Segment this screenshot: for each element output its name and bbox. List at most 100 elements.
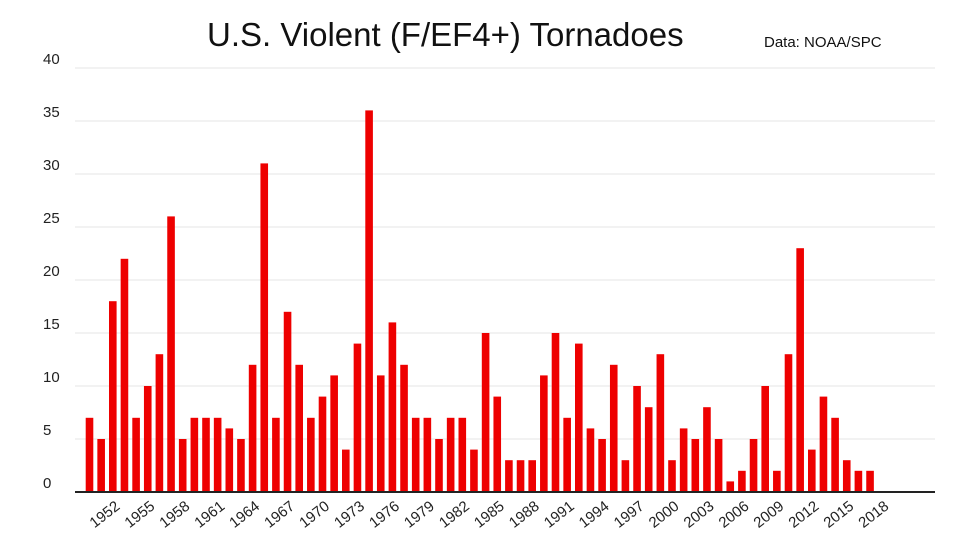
bar-1959 — [190, 417, 199, 492]
x-tick-label: 1967 — [261, 498, 298, 532]
x-tick-label: 1952 — [86, 498, 123, 532]
bar-1994 — [598, 439, 606, 492]
bar-1988 — [528, 460, 536, 492]
bar-2013 — [819, 396, 828, 492]
bar-2004 — [714, 439, 723, 492]
x-tick-label: 1961 — [191, 498, 228, 532]
x-tick-label: 1994 — [576, 498, 613, 532]
bar-1951 — [97, 439, 105, 492]
bar-1980 — [435, 439, 443, 492]
y-tick-label: 20 — [43, 263, 60, 280]
y-tick-label: 35 — [43, 104, 60, 121]
bar-1957 — [167, 216, 175, 492]
bar-1954 — [132, 417, 140, 492]
bar-1966 — [272, 417, 280, 492]
bar-1962 — [225, 428, 234, 492]
bar-1983 — [470, 449, 478, 492]
data-source-label: Data: NOAA/SPC — [764, 34, 882, 51]
bar-1967 — [283, 311, 292, 492]
bar-1970 — [318, 396, 327, 492]
x-tick-label: 1958 — [156, 498, 193, 532]
bar-1979 — [423, 417, 432, 492]
bar-2003 — [703, 407, 711, 492]
x-tick-label: 1985 — [471, 498, 508, 532]
bar-1998 — [644, 407, 653, 492]
x-tick-label: 1991 — [541, 498, 578, 532]
bar-2012 — [808, 449, 816, 492]
bar-1969 — [307, 417, 315, 492]
x-tick-label: 2015 — [820, 498, 857, 532]
bar-1987 — [516, 460, 525, 492]
bar-1950 — [85, 417, 94, 492]
bar-1975 — [376, 375, 385, 492]
bar-2007 — [749, 439, 758, 492]
x-tick-label: 1964 — [226, 498, 263, 532]
bar-1984 — [481, 333, 490, 492]
bar-1960 — [202, 417, 210, 492]
x-tick-label: 1979 — [401, 498, 438, 532]
x-tick-label: 1982 — [436, 498, 473, 532]
bars — [85, 110, 874, 493]
x-tick-label: 2006 — [716, 498, 753, 532]
bar-2005 — [726, 481, 735, 492]
x-tick-label: 2003 — [681, 498, 718, 532]
bar-2008 — [761, 386, 769, 492]
bar-2009 — [773, 470, 781, 492]
y-tick-label: 5 — [43, 422, 51, 439]
bar-1986 — [505, 460, 513, 492]
bar-2017 — [866, 470, 874, 492]
bar-1971 — [330, 375, 338, 492]
bar-1997 — [633, 386, 641, 492]
bar-2006 — [738, 470, 746, 492]
bar-1972 — [342, 449, 350, 492]
x-tick-label: 1973 — [331, 498, 368, 532]
bar-1968 — [295, 364, 303, 492]
grid-lines — [75, 67, 935, 440]
y-tick-label: 15 — [43, 316, 60, 333]
x-tick-label: 1988 — [506, 498, 543, 532]
x-tick-label: 1955 — [121, 498, 158, 532]
bar-1977 — [400, 364, 408, 492]
y-tick-label: 40 — [43, 51, 60, 68]
bar-1995 — [609, 364, 618, 492]
x-tick-label: 2009 — [751, 498, 788, 532]
bar-1976 — [388, 322, 397, 492]
bar-1963 — [237, 439, 245, 492]
bar-1985 — [493, 396, 502, 492]
y-axis-ticks: 0 5 10 15 20 25 30 35 40 — [43, 51, 60, 492]
bar-1993 — [586, 428, 595, 492]
bar-2002 — [691, 439, 700, 492]
bar-1996 — [621, 460, 630, 492]
x-tick-label: 2000 — [646, 498, 683, 532]
bar-1953 — [120, 258, 129, 492]
bar-1990 — [551, 333, 560, 492]
bar-1989 — [540, 375, 548, 492]
bar-2010 — [784, 354, 793, 492]
bar-1956 — [155, 354, 164, 492]
x-tick-label: 1997 — [611, 498, 648, 532]
bar-2014 — [831, 417, 839, 492]
bar-2001 — [679, 428, 688, 492]
x-tick-label: 1976 — [366, 498, 403, 532]
bar-1961 — [213, 417, 222, 492]
bar-1982 — [458, 417, 467, 492]
x-axis-ticks: 1952195519581961196419671970197319761979… — [86, 498, 892, 532]
chart-title: U.S. Violent (F/EF4+) Tornadoes — [207, 16, 684, 53]
x-tick-label: 1970 — [296, 498, 333, 532]
bar-1999 — [656, 354, 665, 492]
x-tick-label: 2018 — [855, 498, 892, 532]
y-tick-label: 25 — [43, 210, 60, 227]
y-tick-label: 0 — [43, 475, 51, 492]
bar-1965 — [260, 163, 269, 492]
bar-1992 — [575, 343, 583, 492]
y-tick-label: 30 — [43, 157, 60, 174]
bar-1978 — [411, 417, 420, 492]
bar-2016 — [854, 470, 863, 492]
bar-1974 — [365, 110, 373, 493]
bar-1964 — [248, 364, 257, 492]
bar-2000 — [668, 460, 676, 492]
bar-1973 — [353, 343, 362, 492]
y-tick-label: 10 — [43, 369, 60, 386]
bar-2011 — [796, 248, 804, 492]
